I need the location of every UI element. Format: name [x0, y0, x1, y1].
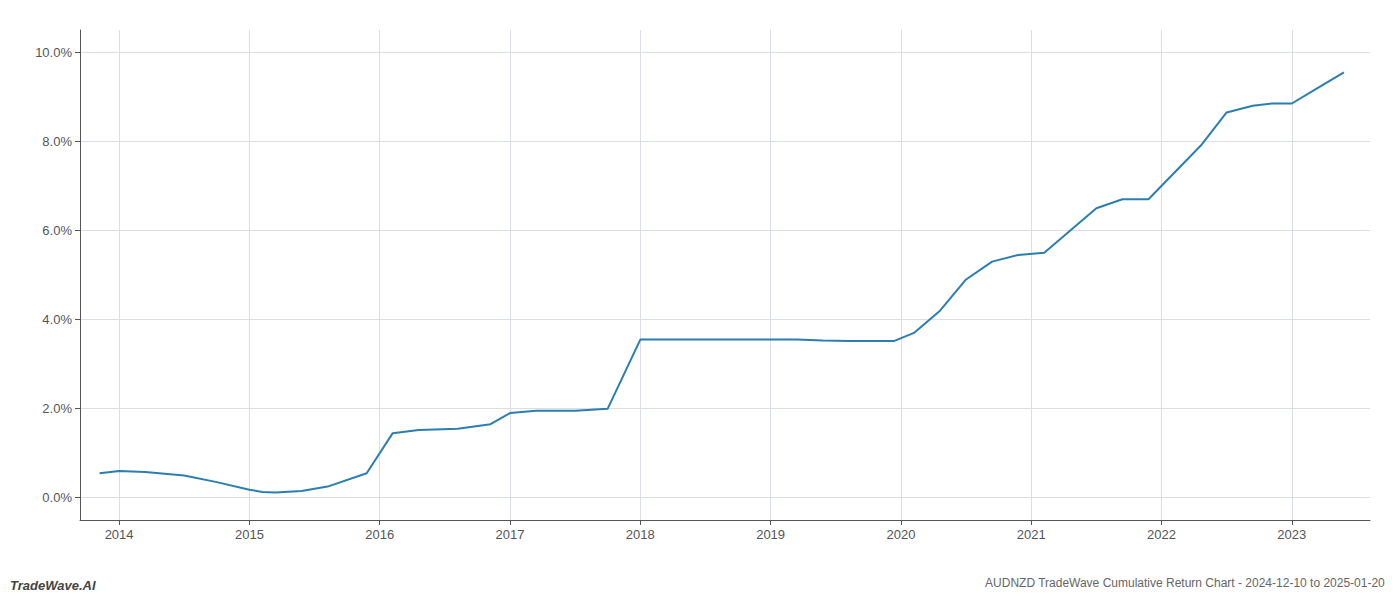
svg-text:2015: 2015 — [235, 527, 264, 542]
svg-text:6.0%: 6.0% — [42, 223, 72, 238]
svg-text:2020: 2020 — [886, 527, 915, 542]
svg-text:AUDNZD TradeWave Cumulative Re: AUDNZD TradeWave Cumulative Return Chart… — [985, 576, 1385, 590]
svg-text:2018: 2018 — [626, 527, 655, 542]
svg-text:10.0%: 10.0% — [35, 45, 72, 60]
svg-text:2022: 2022 — [1147, 527, 1176, 542]
svg-text:8.0%: 8.0% — [42, 134, 72, 149]
svg-text:2014: 2014 — [105, 527, 134, 542]
svg-text:2016: 2016 — [365, 527, 394, 542]
svg-text:0.0%: 0.0% — [42, 490, 72, 505]
svg-text:2023: 2023 — [1277, 527, 1306, 542]
svg-text:4.0%: 4.0% — [42, 312, 72, 327]
svg-text:2021: 2021 — [1017, 527, 1046, 542]
svg-text:TradeWave.AI: TradeWave.AI — [10, 578, 96, 593]
svg-text:2017: 2017 — [496, 527, 525, 542]
svg-text:2.0%: 2.0% — [42, 401, 72, 416]
svg-text:2019: 2019 — [756, 527, 785, 542]
